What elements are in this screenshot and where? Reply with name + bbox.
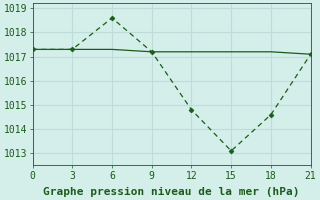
X-axis label: Graphe pression niveau de la mer (hPa): Graphe pression niveau de la mer (hPa) — [43, 186, 300, 197]
